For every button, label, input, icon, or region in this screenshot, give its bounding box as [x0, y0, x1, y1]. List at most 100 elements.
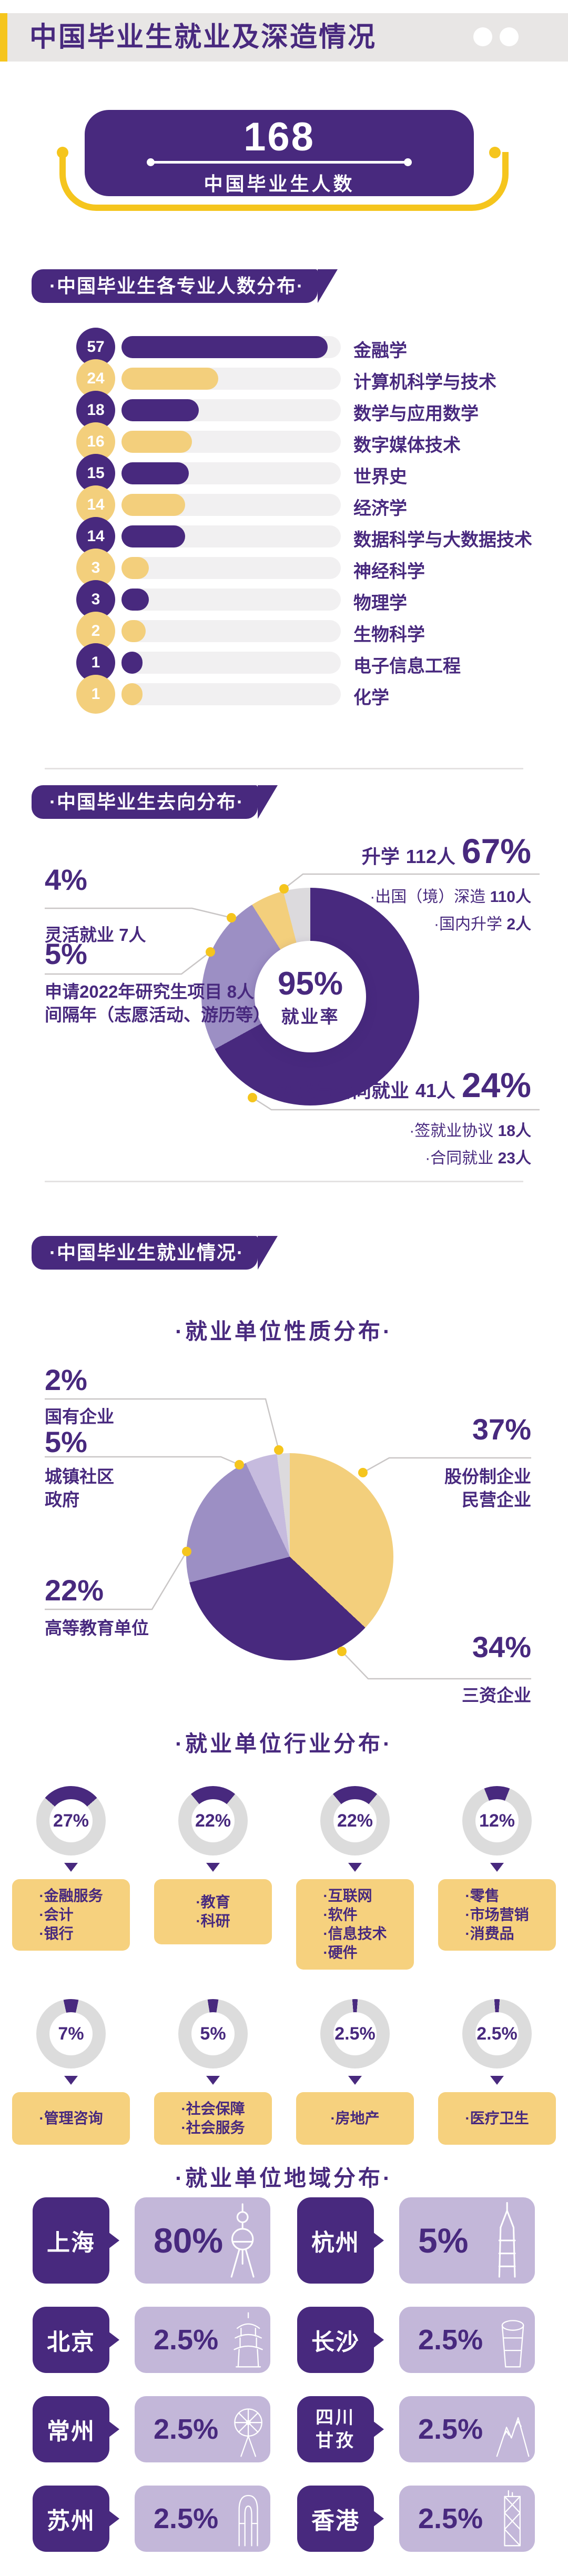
major-bar-row: 1 化学	[76, 675, 550, 714]
major-bar-row: 2 生物科学	[76, 612, 550, 651]
higher-education-pct: 22%	[45, 1574, 104, 1607]
industry-item: ·软件	[323, 1906, 358, 1923]
hongkong-landmark-icon	[496, 2490, 530, 2548]
major-count-badge: 1	[76, 643, 115, 682]
graduate-count: 168	[244, 115, 315, 159]
industry-gauges: 27% ·金融服务 ·会计 ·银行 22% ·教育 ·科研 22% ·互联网 ·软件 ·信…	[0, 1786, 568, 2145]
arrow-down-icon	[348, 1863, 362, 1872]
major-label: 世界史	[353, 467, 407, 487]
foreign-enterprise-pct: 34%	[472, 1630, 531, 1664]
major-bar-row: 14 数据科学与大数据技术	[76, 517, 550, 556]
city-name-bubble: 北京	[33, 2307, 109, 2373]
bracket-dot-icon	[489, 147, 501, 158]
region-city-item: 香港 2.5%	[297, 2486, 535, 2552]
industry-gauge-ring: 22%	[320, 1786, 390, 1855]
graduate-count-label: 中国毕业生人数	[204, 173, 355, 195]
state-owned-label: 国有企业	[45, 1407, 114, 1426]
major-count-badge: 1	[76, 675, 115, 714]
callout-bullet: ·签就业协议 18人	[409, 1122, 531, 1140]
major-bar-fill	[121, 620, 146, 642]
city-pct: 2.5%	[418, 2413, 483, 2445]
industry-items-box: ·房地产	[296, 2092, 414, 2145]
gauge-row-1: 27% ·金融服务 ·会计 ·银行 22% ·教育 ·科研 22% ·互联网 ·软件 ·信…	[0, 1786, 568, 1970]
city-name: 长沙	[311, 2329, 360, 2355]
industry-gauge-ring: 2.5%	[320, 1999, 390, 2068]
major-bar-track	[121, 525, 341, 547]
industry-item: ·信息技术	[323, 1925, 387, 1942]
arrow-down-icon	[206, 2076, 220, 2085]
region-city-item: 杭州 5%	[297, 2197, 535, 2284]
industry-items-box: ·零售 ·市场营销 ·消费品	[438, 1879, 556, 1951]
subtitle-industry: ·就业单位行业分布·	[175, 1731, 393, 1756]
section-divider	[45, 1181, 523, 1182]
industry-gauge-cell: 22% ·互联网 ·软件 ·信息技术 ·硬件	[284, 1786, 426, 1970]
callout-contract-employment: 协议与合同就业 41人 24% ·签就业协议 18人 ·合同就业 23人	[276, 1066, 531, 1167]
major-bar-fill	[121, 368, 219, 390]
subtitle-employer-nature: ·就业单位性质分布·	[175, 1319, 393, 1344]
flexible-employment-pct: 4%	[45, 863, 87, 896]
industry-gauge-ring: 22%	[178, 1786, 248, 1855]
major-bar-fill	[121, 494, 186, 516]
arrow-down-icon	[64, 1863, 78, 1872]
major-bar-row: 18 数学与应用数学	[76, 391, 550, 430]
industry-item: ·互联网	[323, 1888, 372, 1904]
industry-items-box: ·社会保障 ·社会服务	[154, 2092, 272, 2145]
major-bar-track	[121, 589, 341, 611]
major-bar-fill	[121, 589, 149, 611]
community-gov-pct: 5%	[45, 1425, 87, 1458]
city-name: 杭州	[311, 2230, 360, 2256]
arrow-down-icon	[490, 1863, 504, 1872]
industry-gauge-ring: 2.5%	[462, 1999, 532, 2068]
city-pct-box: 2.5%	[135, 2307, 270, 2373]
city-pct-box: 2.5%	[399, 2307, 535, 2373]
city-name-bubble: 四川甘孜	[297, 2396, 374, 2462]
majors-bar-list: 57 金融学 24 计算机科学与技术 18 数学与应用数学 16 数字媒体技术 …	[76, 328, 550, 714]
city-pct-box: 80%	[135, 2197, 270, 2284]
industry-item: ·金融服务	[39, 1888, 103, 1904]
industry-gauge-ring: 27%	[36, 1786, 106, 1855]
industry-gauge-pct: 27%	[53, 1810, 89, 1831]
page-title: 中国毕业生就业及深造情况	[29, 22, 377, 53]
industry-gauge-pct: 22%	[195, 1810, 231, 1831]
city-name-bubble: 香港	[297, 2486, 374, 2552]
suzhou-landmark-icon	[231, 2490, 265, 2548]
study-bullets: ·出国（境）深造 110人 ·国内升学 2人	[362, 884, 531, 934]
industry-gauge-cell: 12% ·零售 ·市场营销 ·消费品	[426, 1786, 568, 1970]
industry-gauge-cell: 5% ·社会保障 ·社会服务	[142, 1999, 284, 2145]
changzhou-landmark-icon	[231, 2400, 265, 2458]
major-bar-row: 15 世界史	[76, 454, 550, 493]
major-label: 计算机科学与技术	[353, 372, 496, 392]
private-enterprise-label: 股份制企业 民营企业	[444, 1467, 531, 1509]
industry-item: ·社会服务	[181, 2119, 245, 2136]
beijing-landmark-icon	[231, 2311, 265, 2369]
industry-item: ·房地产	[330, 2110, 380, 2126]
major-bar-track	[121, 652, 341, 674]
employment-rate-value: 95%	[277, 966, 343, 1002]
callout-bullet: ·合同就业 23人	[425, 1150, 531, 1167]
industry-gauge-pct: 5%	[200, 2023, 226, 2044]
industry-items-box: ·管理咨询	[12, 2092, 130, 2145]
hero-card: 168 中国毕业生人数	[85, 110, 474, 196]
region-grid: 上海 80% 杭州 5% 北京 2.5% 长沙 2.5%	[0, 2197, 568, 2575]
major-bar-fill	[121, 652, 143, 674]
industry-item: ·消费品	[465, 1925, 514, 1942]
major-label: 物理学	[353, 593, 407, 613]
region-city-item: 长沙 2.5%	[297, 2307, 535, 2373]
city-pct-box: 2.5%	[399, 2486, 535, 2552]
industry-gauge-cell: 2.5% ·医疗卫生	[426, 1999, 568, 2145]
industry-item: ·会计	[39, 1906, 74, 1923]
city-name-bubble: 长沙	[297, 2307, 374, 2373]
major-bar-fill	[121, 399, 199, 421]
city-name-bubble: 常州	[33, 2396, 109, 2462]
major-count-badge: 16	[76, 422, 115, 461]
industry-item: ·教育	[196, 1894, 230, 1910]
shanghai-landmark-icon	[220, 2202, 265, 2279]
city-name: 香港	[311, 2508, 360, 2534]
city-name-bubble: 苏州	[33, 2486, 109, 2552]
region-city-item: 北京 2.5%	[33, 2307, 270, 2373]
industry-gauge-pct: 7%	[58, 2023, 84, 2044]
major-label: 电子信息工程	[353, 656, 461, 676]
region-row: 苏州 2.5% 香港 2.5%	[0, 2486, 568, 2552]
arrow-down-icon	[490, 2076, 504, 2085]
industry-gauge-cell: 27% ·金融服务 ·会计 ·银行	[0, 1786, 142, 1970]
